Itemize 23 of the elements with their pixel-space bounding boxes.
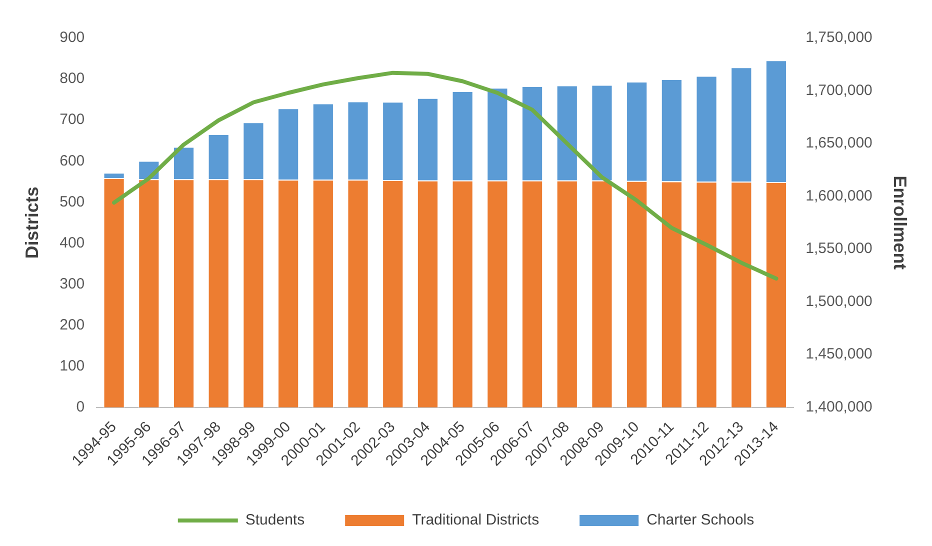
y-tick-label: 200 [60, 316, 85, 334]
y-tick-label: 400 [60, 234, 85, 252]
y-axis-title: Districts [22, 186, 42, 259]
y-tick-label: 600 [60, 152, 85, 170]
y2-tick-label: 1,650,000 [806, 134, 872, 152]
legend-label: Students [245, 512, 305, 529]
y2-tick-label: 1,700,000 [806, 82, 872, 99]
legend-label: Traditional Districts [412, 512, 540, 529]
y-tick-label: 800 [60, 70, 85, 88]
y2-tick-label: 1,600,000 [806, 187, 872, 204]
y-tick-label: 300 [60, 275, 85, 292]
y2-tick-label: 1,450,000 [806, 346, 872, 363]
y2-tick-label: 1,750,000 [806, 29, 872, 46]
y2-tick-label: 1,500,000 [806, 292, 872, 310]
y2-axis-title: Enrollment [890, 176, 910, 270]
y-tick-label: 100 [60, 357, 85, 374]
y2-tick-label: 1,550,000 [806, 240, 872, 258]
y-tick-label: 900 [60, 29, 85, 46]
y-tick-label: 700 [60, 111, 85, 128]
y-tick-label: 500 [60, 193, 85, 210]
y-tick-label: 0 [76, 398, 85, 416]
y2-tick-label: 1,400,000 [806, 398, 872, 416]
legend-label: Charter Schools [646, 512, 754, 529]
